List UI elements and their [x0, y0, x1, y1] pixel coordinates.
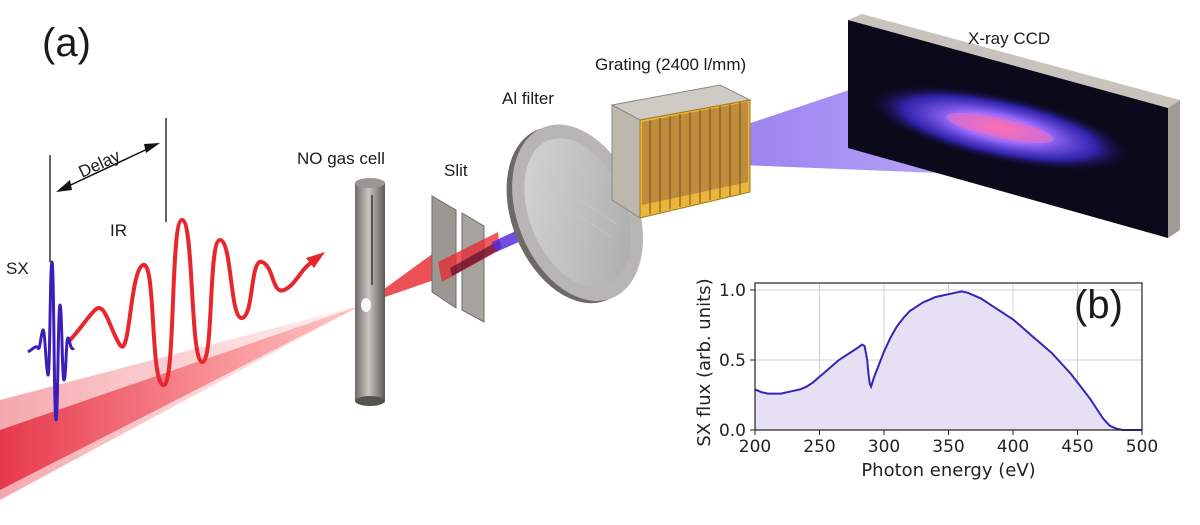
grating: [610, 84, 752, 219]
ir-label: IR: [110, 221, 127, 240]
chart-series-line: [754, 290, 1142, 431]
delay-indicator: Delay: [49, 118, 167, 262]
panel-b-label: (b): [1074, 283, 1123, 327]
ccd-label: X-ray CCD: [968, 29, 1050, 48]
slit: [431, 195, 502, 323]
delay-label: Delay: [76, 146, 124, 182]
chart-y-tick-label: 0.5: [719, 351, 746, 371]
chart-area-fill: [755, 291, 1142, 430]
chart-x-tick-label: 250: [803, 437, 835, 457]
sx-pulse: [27, 260, 76, 422]
chart-x-axis-label: Photon energy (eV): [861, 460, 1035, 481]
gas-cell-label: NO gas cell: [297, 149, 385, 168]
sx-flux-chart: 200 250 300 350 400 450 500 0.0 0.5 1.0 Photon en…: [694, 278, 1158, 481]
chart-ticks: 200 250 300 350 400 450 500 0.0 0.5 1.0: [719, 281, 1158, 457]
chart-y-tick-label: 0.0: [719, 421, 746, 441]
ir-pulse: [68, 217, 314, 388]
chart-x-tick-label: 500: [1126, 437, 1158, 457]
panel-a-label: (a): [42, 21, 91, 65]
al-filter: [506, 124, 644, 304]
gas-cell: [355, 178, 385, 406]
grating-label: Grating (2400 l/mm): [595, 55, 746, 74]
chart-x-tick-label: 200: [739, 437, 771, 457]
chart-x-tick-label: 450: [1061, 437, 1093, 457]
al-filter-label: Al filter: [502, 89, 554, 108]
chart-y-tick-label: 1.0: [719, 281, 746, 301]
chart-x-tick-label: 350: [932, 437, 964, 457]
xray-ccd: [848, 14, 1180, 238]
sx-label: SX: [6, 259, 29, 278]
chart-y-axis-label: SX flux (arb. units): [694, 278, 715, 446]
ir-arrow-head: [306, 252, 325, 268]
chart-x-tick-label: 300: [868, 437, 900, 457]
chart-x-tick-label: 400: [997, 437, 1029, 457]
slit-label: Slit: [444, 161, 468, 180]
